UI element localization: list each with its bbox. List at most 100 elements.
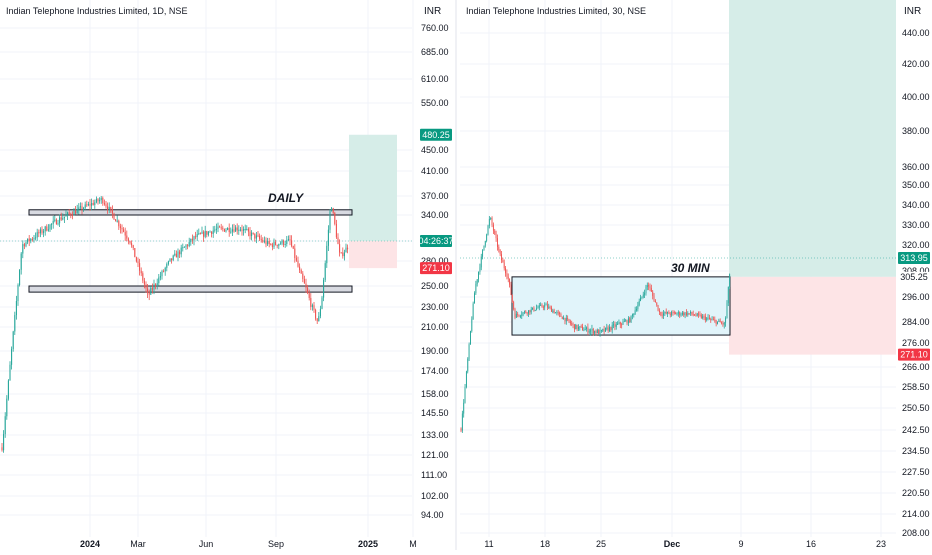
left-candle-body [220, 227, 222, 229]
right-candle-body [703, 316, 705, 318]
right-candle-body [700, 315, 702, 319]
left-candle-body [185, 245, 187, 247]
right-candle-body [470, 331, 471, 345]
left-candle-body [75, 210, 77, 214]
left-candle-body [238, 229, 240, 231]
right-candle-body [679, 312, 681, 316]
right-candle-body [621, 324, 623, 326]
right-y-tick: 214.00 [902, 509, 930, 519]
left-candle-body [108, 206, 110, 210]
right-candle-body [545, 304, 547, 306]
left-candle-body [223, 228, 225, 232]
left-candle-body [270, 243, 272, 245]
right-candle-body [491, 217, 493, 225]
right-candle-body [529, 310, 531, 313]
right-candle-body [497, 238, 498, 247]
right-y-tick: 266.00 [902, 362, 930, 372]
left-candle-body [295, 258, 297, 261]
left-candle-body [252, 232, 254, 234]
left-candle-body [153, 284, 155, 290]
right-candle-body [594, 331, 596, 334]
right-candle-body [598, 330, 600, 334]
right-y-tick: 440.00 [902, 28, 930, 38]
left-candle-body [310, 297, 312, 307]
left-y-tick: 280.00 [421, 256, 449, 266]
left-time-axis[interactable]: 2024 Mar Jun Sep 2025 M [80, 539, 417, 549]
right-candle-body [548, 306, 550, 308]
right-y-tick: 258.50 [902, 382, 930, 392]
left-candle-body [164, 267, 166, 272]
right-candle-body [606, 327, 608, 329]
right-candle-body [532, 307, 533, 310]
left-y-tick: 250.00 [421, 281, 449, 291]
left-price-axis[interactable]: INR 760.00 685.00 610.00 550.00 450.00 410.00… [421, 6, 449, 520]
right-candle-body [583, 330, 585, 332]
left-candle-body [287, 239, 289, 241]
right-candle-body [645, 286, 647, 294]
left-candle-body [55, 219, 57, 225]
right-candle-body [525, 311, 527, 313]
right-candle-body [486, 234, 488, 241]
left-candle-body [150, 288, 152, 295]
right-candle-body [704, 316, 706, 321]
right-candle-body [571, 323, 573, 325]
right-candle-body [629, 318, 631, 322]
right-time-axis[interactable]: 11 18 25 Dec 9 16 23 [484, 539, 886, 549]
left-candle-body [41, 229, 43, 233]
left-candle-body [303, 279, 305, 284]
right-candle-body [461, 413, 463, 431]
left-candle-body [22, 244, 24, 254]
right-last-badge: 313.95 [900, 253, 928, 263]
left-candle-body [183, 246, 185, 248]
right-candle-body [546, 304, 548, 308]
left-candle-body [230, 231, 232, 233]
left-profit-zone [349, 134, 397, 241]
left-candle-body [180, 247, 182, 255]
right-y-tick: 350.00 [902, 180, 930, 190]
right-candle-body [656, 302, 658, 306]
left-candle-body [159, 276, 161, 278]
right-candle-body [650, 288, 652, 292]
right-candle-body [695, 315, 697, 317]
right-y-tick: 400.00 [902, 92, 930, 102]
right-candle-body [526, 312, 528, 314]
left-candle-body [9, 364, 11, 381]
right-chart-title: Indian Telephone Industries Limited, 30,… [466, 6, 646, 16]
left-candle-body [116, 220, 118, 222]
left-candle-body [137, 261, 139, 264]
left-candle-body [291, 240, 293, 246]
left-candle-body [302, 273, 304, 280]
left-candles [1, 196, 349, 453]
left-x-tick: Sep [268, 539, 284, 549]
right-candle-body [603, 329, 605, 332]
left-candle-body [6, 398, 8, 417]
right-candles [460, 215, 731, 433]
left-candle-body [84, 204, 86, 209]
right-candle-body [572, 323, 574, 325]
right-loss-zone [729, 276, 896, 355]
right-price-axis[interactable]: INR 440.00 420.00 400.00 380.00 360.00 350.00… [902, 6, 930, 538]
right-chart-pane[interactable]: Indian Telephone Industries Limited, 30,… [455, 0, 930, 550]
right-candle-body [625, 320, 627, 322]
left-candle-body [323, 279, 325, 298]
left-candle-body [129, 241, 131, 244]
left-candle-body [254, 233, 256, 239]
right-candle-body [715, 320, 717, 324]
right-candle-body [673, 312, 675, 314]
right-profit-zone [729, 0, 896, 277]
left-candle-body [276, 244, 278, 246]
left-candle-body [54, 219, 56, 221]
left-candle-body [206, 230, 208, 235]
right-candle-body [644, 293, 646, 295]
left-candle-body [247, 228, 249, 232]
right-candle-body [683, 312, 685, 316]
right-candle-body [702, 316, 704, 319]
left-candle-body [292, 245, 294, 249]
right-candle-body [573, 324, 575, 330]
left-chart-pane[interactable]: Indian Telephone Industries Limited, 1D,… [0, 0, 454, 549]
right-candle-body [618, 322, 620, 324]
left-candle-body [271, 244, 273, 247]
left-candle-body [332, 208, 334, 213]
